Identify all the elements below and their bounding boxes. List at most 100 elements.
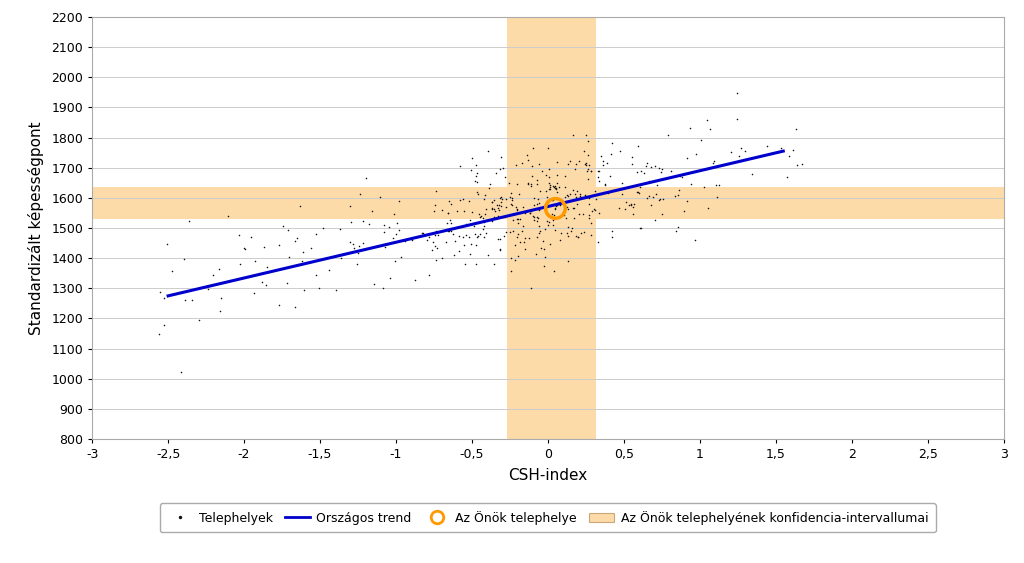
- Point: [308, 230, 325, 239]
- Point: [546, 182, 562, 191]
- Point: [510, 219, 526, 228]
- Point: [578, 161, 594, 170]
- Point: [280, 225, 296, 234]
- Point: [415, 228, 431, 237]
- Point: [159, 240, 175, 249]
- Point: [583, 230, 599, 239]
- Point: [613, 178, 630, 187]
- Point: [540, 144, 556, 153]
- Point: [558, 190, 574, 199]
- Point: [488, 168, 505, 177]
- Point: [671, 185, 687, 194]
- Point: [511, 215, 527, 224]
- Point: [509, 233, 525, 242]
- Point: [480, 251, 497, 260]
- Point: [581, 214, 597, 223]
- Point: [531, 159, 548, 168]
- Point: [659, 131, 676, 140]
- Point: [271, 241, 288, 250]
- Point: [525, 212, 542, 221]
- Point: [451, 232, 467, 241]
- Point: [581, 160, 597, 169]
- Point: [523, 162, 540, 171]
- Point: [561, 156, 578, 165]
- Point: [626, 199, 642, 208]
- Point: [553, 195, 569, 204]
- Point: [543, 185, 559, 194]
- Point: [513, 227, 529, 236]
- Point: [522, 209, 539, 218]
- Point: [176, 255, 193, 264]
- Point: [546, 211, 562, 220]
- Point: [544, 209, 560, 218]
- Point: [513, 158, 529, 167]
- Point: [486, 260, 503, 269]
- Point: [636, 168, 652, 177]
- Point: [560, 231, 577, 240]
- Point: [439, 209, 456, 218]
- Point: [434, 254, 451, 263]
- Point: [440, 226, 457, 235]
- Point: [646, 162, 663, 171]
- Point: [529, 217, 546, 226]
- Point: [281, 253, 297, 262]
- Point: [303, 244, 319, 253]
- Point: [525, 212, 542, 221]
- Point: [632, 182, 648, 191]
- Point: [630, 187, 646, 196]
- Point: [372, 193, 388, 202]
- Point: [388, 218, 404, 227]
- Point: [571, 209, 588, 218]
- Point: [381, 223, 397, 232]
- Point: [611, 203, 628, 212]
- Point: [638, 162, 654, 171]
- Point: [599, 187, 615, 196]
- Point: [604, 139, 621, 148]
- Point: [547, 205, 563, 214]
- Point: [597, 180, 613, 189]
- Point: [427, 200, 443, 209]
- Point: [645, 193, 662, 202]
- Point: [651, 195, 668, 204]
- Point: [569, 232, 586, 241]
- Point: [415, 229, 431, 238]
- Point: [560, 192, 577, 201]
- Point: [426, 206, 442, 215]
- Point: [795, 159, 811, 168]
- Point: [461, 197, 477, 206]
- Point: [566, 213, 583, 222]
- Point: [569, 199, 586, 208]
- Point: [517, 244, 534, 253]
- Point: [479, 215, 496, 224]
- Point: [329, 285, 345, 294]
- Point: [516, 209, 532, 218]
- Point: [557, 192, 573, 201]
- Point: [419, 235, 435, 244]
- Point: [348, 260, 365, 269]
- Point: [243, 233, 259, 242]
- Point: [287, 236, 303, 245]
- Point: [489, 203, 506, 212]
- Point: [257, 280, 273, 289]
- Point: [468, 260, 484, 269]
- Point: [505, 227, 521, 236]
- Point: [528, 213, 545, 222]
- Point: [477, 209, 494, 218]
- Point: [156, 320, 172, 329]
- Point: [322, 266, 338, 275]
- Point: [670, 191, 686, 200]
- Point: [428, 255, 444, 264]
- Point: [523, 207, 540, 216]
- Point: [254, 278, 270, 287]
- Point: [393, 253, 410, 262]
- Point: [349, 248, 366, 257]
- Point: [475, 221, 492, 230]
- Point: [679, 154, 695, 163]
- Point: [492, 164, 508, 173]
- Point: [541, 165, 557, 174]
- Point: [497, 173, 513, 182]
- Point: [367, 279, 383, 288]
- Point: [591, 166, 607, 175]
- Point: [466, 221, 482, 230]
- Point: [428, 227, 444, 236]
